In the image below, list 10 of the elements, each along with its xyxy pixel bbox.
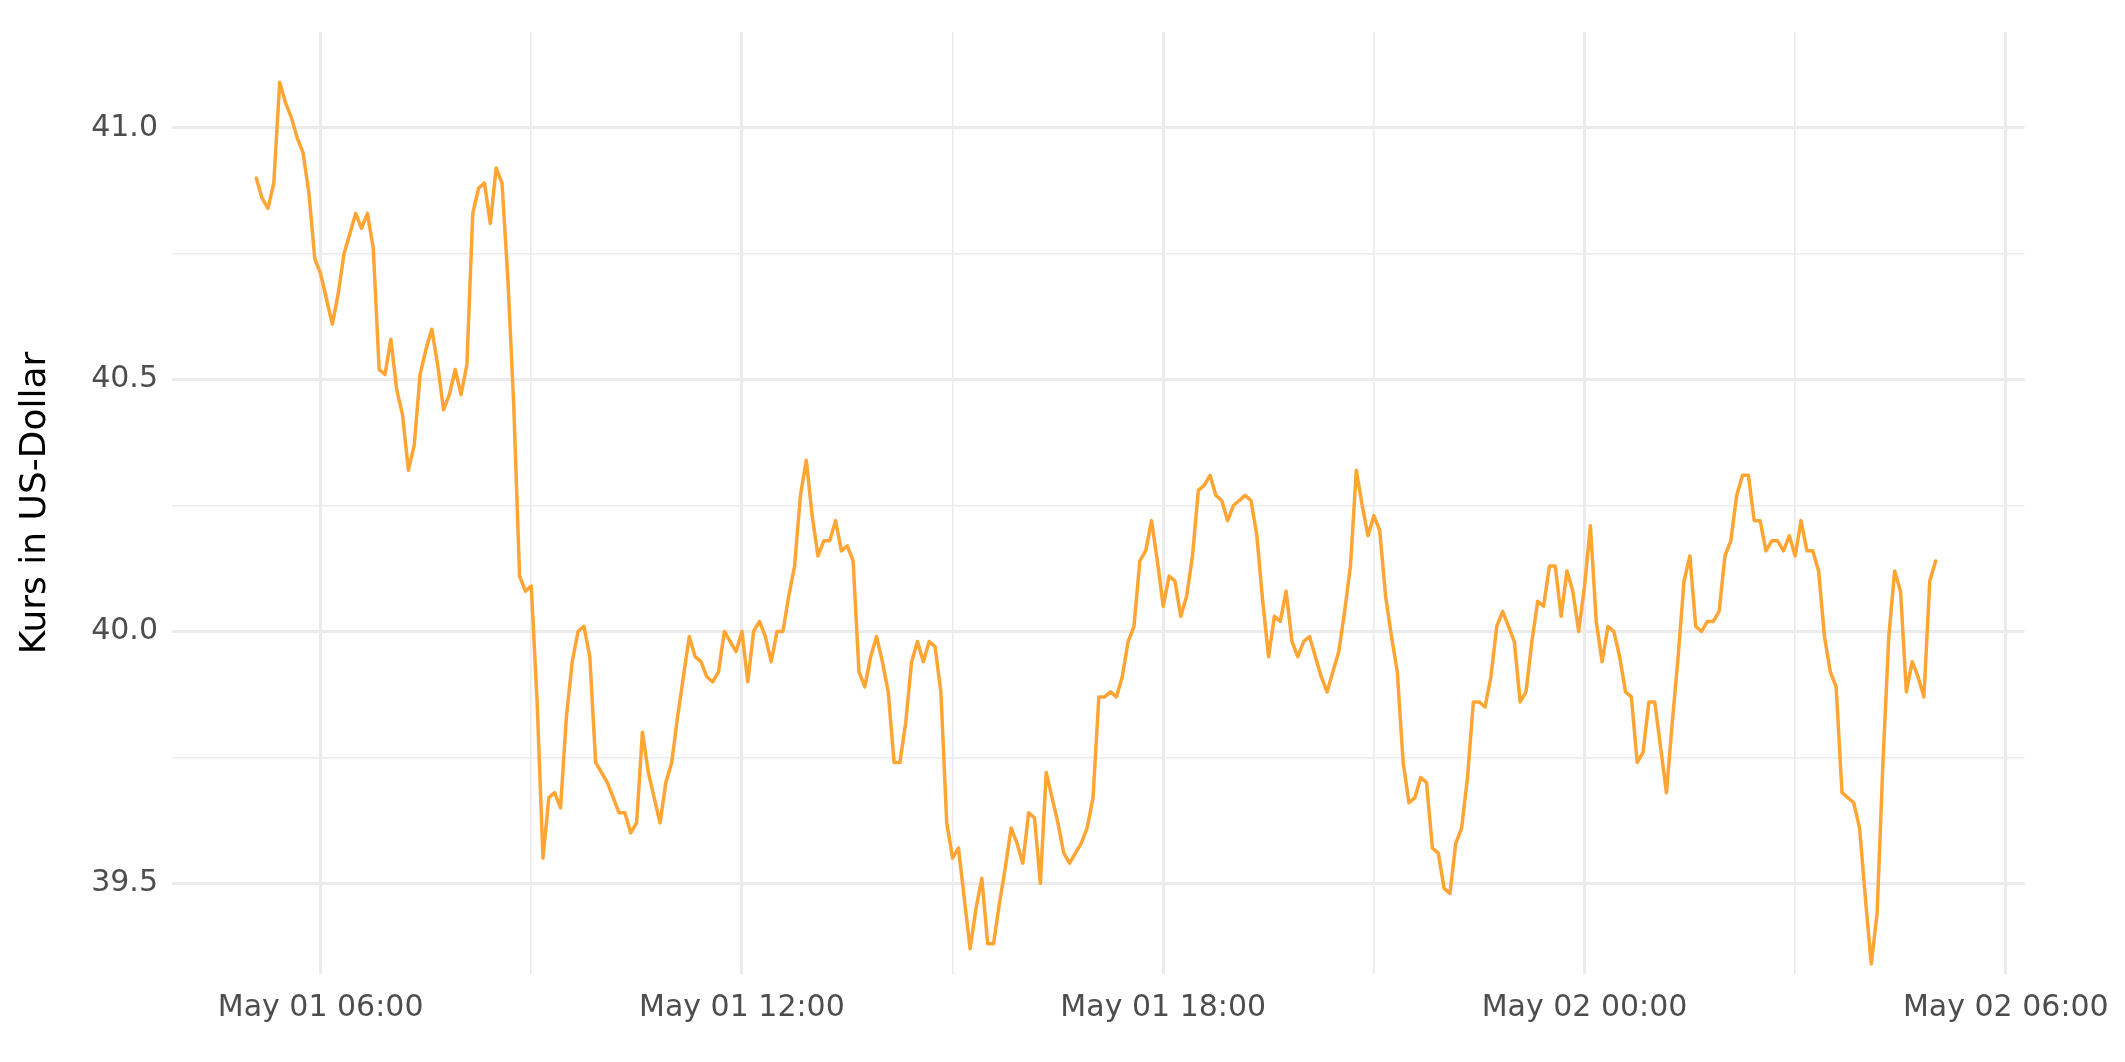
y-tick-label: 40.5 — [91, 359, 158, 395]
x-tick-label: May 02 00:00 — [1481, 987, 1688, 1023]
y-tick-label: 39.5 — [91, 863, 158, 899]
y-axis-title: Kurs in US-Dollar — [11, 351, 53, 655]
y-tick-label: 40.0 — [91, 611, 158, 647]
x-tick-label: May 01 06:00 — [217, 987, 424, 1023]
x-tick-label: May 01 18:00 — [1060, 987, 1267, 1023]
x-tick-label: May 02 06:00 — [1902, 987, 2109, 1023]
y-tick-label: 41.0 — [91, 107, 158, 143]
x-tick-label: May 01 12:00 — [639, 987, 845, 1023]
